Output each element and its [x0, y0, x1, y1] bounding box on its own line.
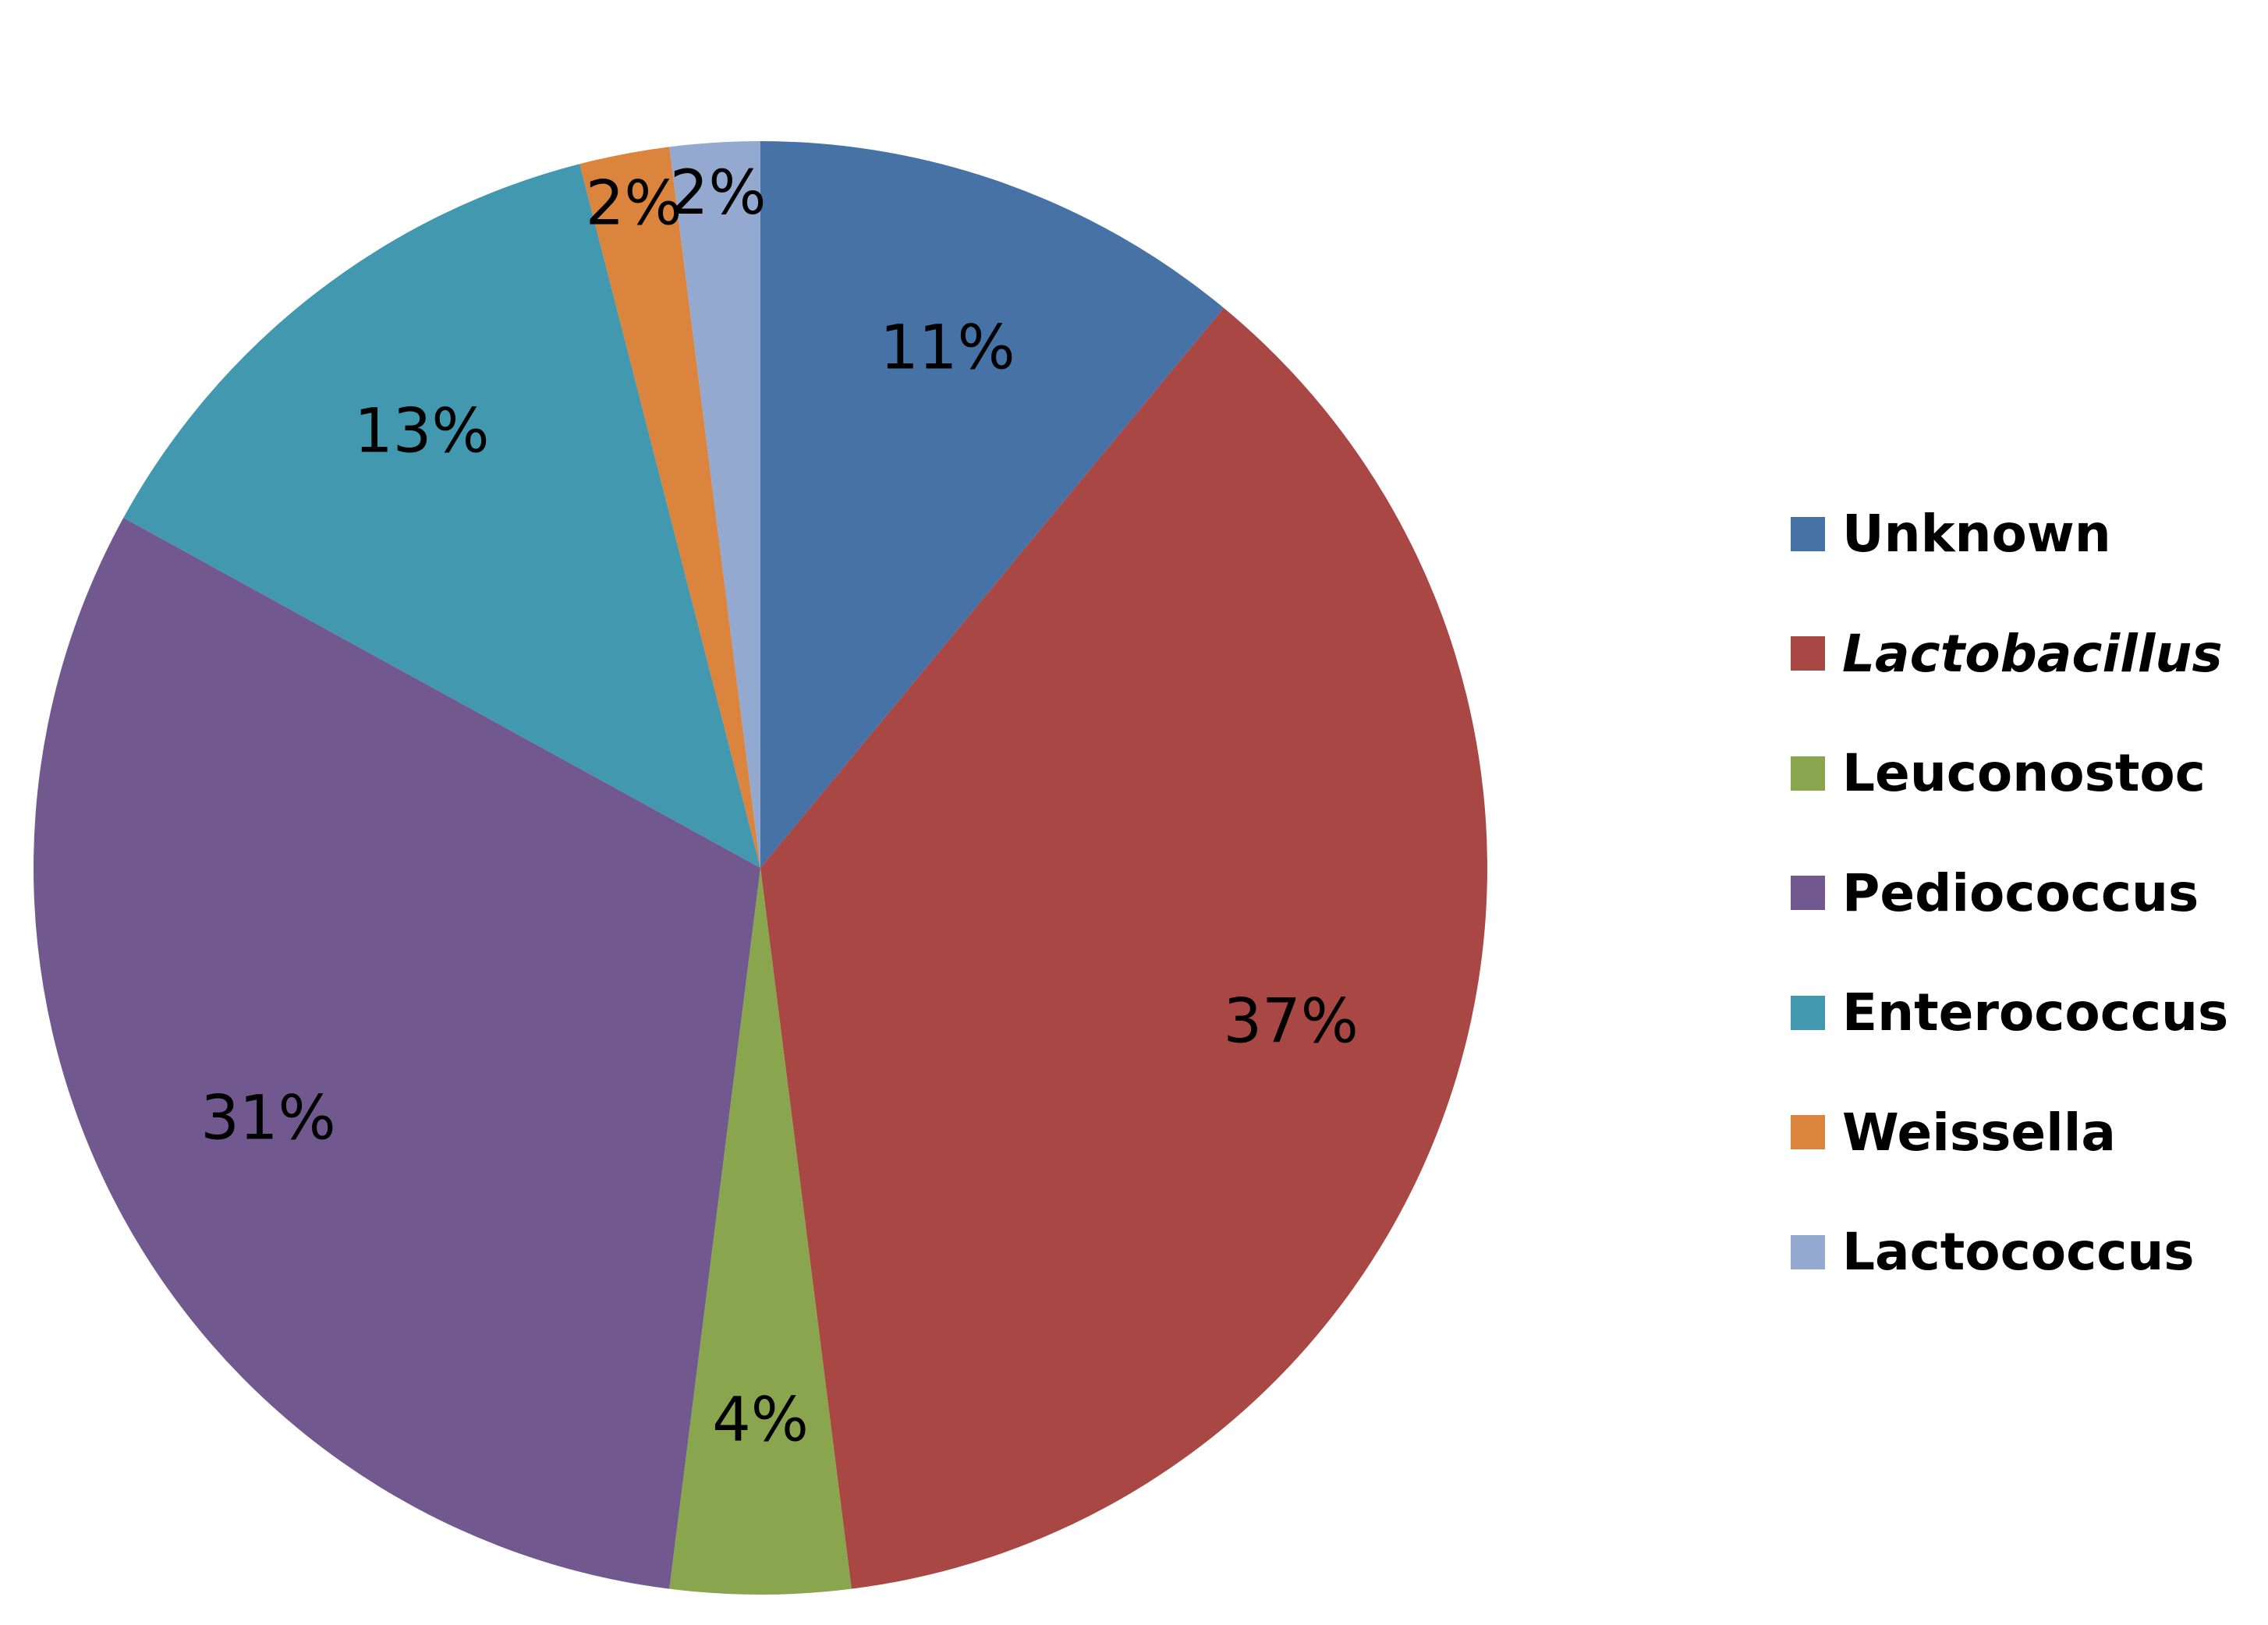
legend-swatch — [1791, 1234, 1825, 1269]
legend-label: Enterococcus — [1842, 982, 2229, 1043]
pie-slice-pediococcus — [34, 518, 761, 1589]
pie-slice-unknown — [760, 141, 1224, 868]
legend-item-weissella: Weissella — [1791, 1073, 2259, 1193]
legend-swatch — [1791, 756, 1825, 791]
legend-label: Lactococcus — [1842, 1222, 2195, 1283]
pie-slices — [34, 141, 1487, 1595]
data-label-unknown: 11% — [880, 313, 1015, 384]
legend: Unknown Lactobacillus Leuconostoc Pediococc… — [1791, 474, 2259, 1312]
legend-swatch — [1791, 876, 1825, 911]
data-label-enterococcus: 13% — [354, 396, 489, 466]
data-label-weissella: 2% — [586, 169, 682, 239]
legend-swatch — [1791, 995, 1825, 1030]
pie-slice-weissella — [579, 147, 760, 868]
legend-item-lactobacillus: Lactobacillus — [1791, 594, 2259, 714]
legend-item-pediococcus: Pediococcus — [1791, 834, 2259, 954]
legend-label: Pediococcus — [1842, 862, 2199, 923]
data-label-lactococcus: 2% — [670, 158, 767, 228]
pie-slice-lactococcus — [669, 141, 760, 868]
pie-slice-leuconostoc — [669, 868, 852, 1595]
legend-swatch — [1791, 516, 1825, 551]
legend-item-enterococcus: Enterococcus — [1791, 953, 2259, 1073]
legend-label: Leuconostoc — [1842, 743, 2206, 804]
legend-swatch — [1791, 1115, 1825, 1150]
pie-slice-lactobacillus — [760, 307, 1487, 1589]
legend-label: Lactobacillus — [1842, 623, 2223, 684]
legend-item-lactococcus: Lactococcus — [1791, 1192, 2259, 1312]
pie-slice-enterococcus — [123, 164, 761, 868]
data-label-pediococcus: 31% — [200, 1084, 335, 1154]
data-label-leuconostoc: 4% — [712, 1385, 809, 1455]
legend-label: Weissella — [1842, 1102, 2116, 1163]
data-label-lactobacillus: 37% — [1224, 987, 1359, 1057]
legend-swatch — [1791, 636, 1825, 671]
legend-label: Unknown — [1842, 504, 2111, 565]
legend-item-leuconostoc: Leuconostoc — [1791, 713, 2259, 834]
legend-item-unknown: Unknown — [1791, 474, 2259, 594]
data-labels: 11% 37% 4% 31% 13% 2%2% — [200, 158, 1359, 1455]
